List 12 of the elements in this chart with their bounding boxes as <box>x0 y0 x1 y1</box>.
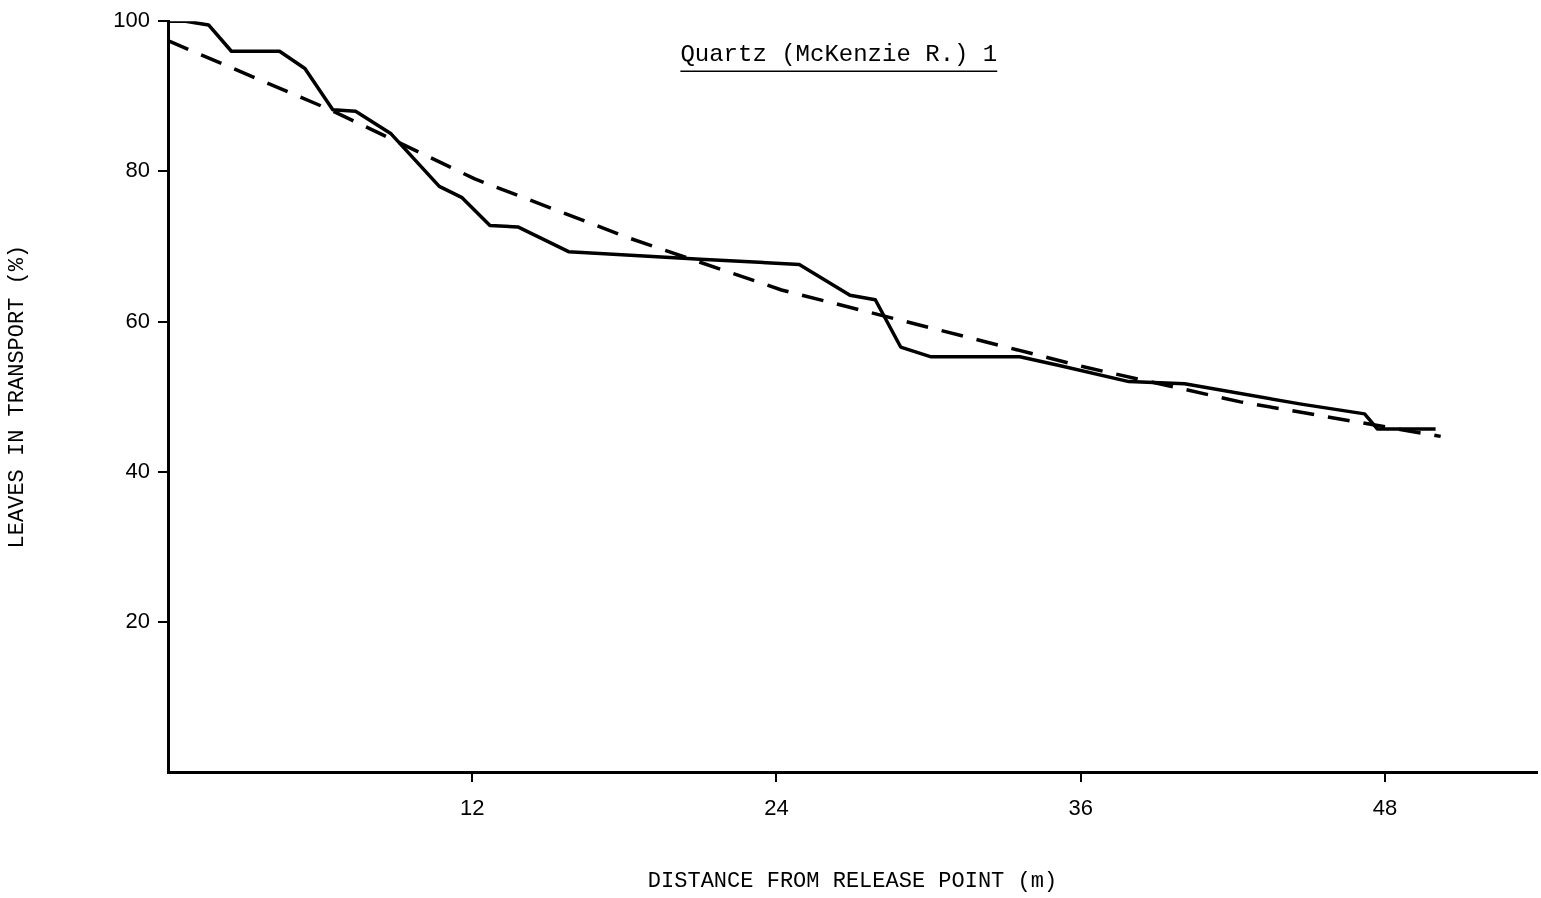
y-axis-title: LEAVES IN TRANSPORT (%) <box>5 244 31 549</box>
x-tick-label: 36 <box>1068 795 1093 821</box>
x-axis-title: DISTANCE FROM RELEASE POINT (m) <box>647 868 1058 894</box>
y-tick-label: 40 <box>125 457 150 483</box>
y-tick-label: 20 <box>125 607 150 633</box>
y-tick-label: 100 <box>113 7 150 33</box>
y-tick-label: 60 <box>125 307 150 333</box>
text: Quartz (McKenzie R.) 1 <box>680 41 998 69</box>
x-tick-label: 24 <box>764 795 789 821</box>
x-tick-label: 12 <box>459 795 485 821</box>
x-tick-label: 48 <box>1372 795 1398 821</box>
y-tick-label: 80 <box>125 157 150 183</box>
